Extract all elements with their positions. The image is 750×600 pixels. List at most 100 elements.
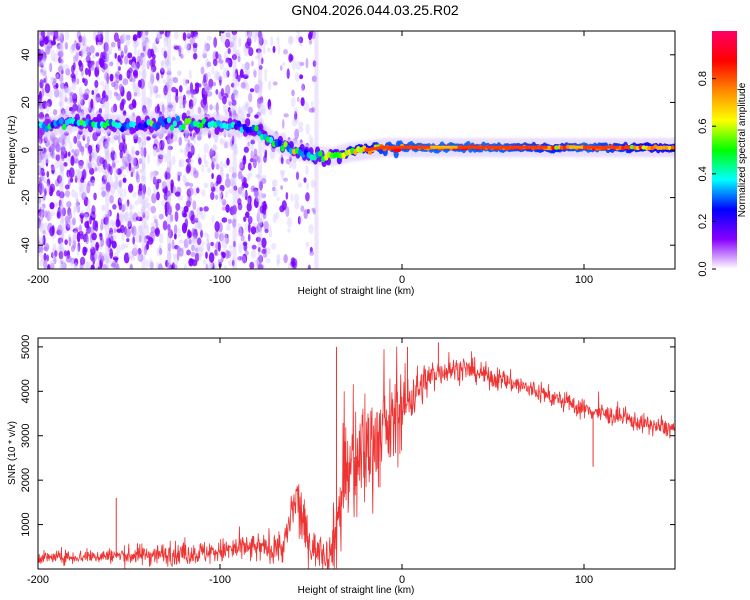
spectrogram-noise-cell <box>253 70 257 78</box>
spectrogram-noise-cell <box>73 206 76 215</box>
spectrogram-noise-cell <box>160 60 166 66</box>
spectrogram-noise-cell <box>189 38 195 46</box>
snr-x-axis-label: Height of straight line (km) <box>298 585 415 596</box>
spectrogram-noise-cell <box>38 32 41 43</box>
spectrogram-noise-cell <box>260 99 265 108</box>
spectrogram-noise-cell <box>44 210 48 219</box>
spectrogram-noise-cell <box>161 181 167 188</box>
spectrogram-noise-cell <box>91 232 97 241</box>
spectrogram-noise-cell <box>123 252 130 264</box>
spectrogram-noise-cell <box>67 220 71 229</box>
spectrogram-noise-cell <box>50 40 57 46</box>
spectrogram-peak-cell <box>476 145 480 149</box>
spectrogram-y-tick-label: -40 <box>20 237 32 253</box>
spectrogram-noise-cell <box>160 67 165 76</box>
spectrogram-noise-cell <box>172 108 176 117</box>
spectrogram-noise-cell <box>147 79 153 90</box>
spectrogram-peak-cell <box>454 145 458 149</box>
spectrogram-noise-cell <box>69 106 73 112</box>
spectrogram-noise-cell <box>143 221 148 230</box>
spectrogram-noise-cell <box>89 45 95 54</box>
spectrogram-noise-cell <box>305 192 310 202</box>
spectrogram-noise-cell <box>39 79 44 89</box>
spectrogram-noise-cell <box>95 93 101 103</box>
spectrogram-noise-cell <box>171 86 177 93</box>
spectrogram-noise-cell <box>190 144 195 154</box>
spectrogram-noise-cell <box>145 215 150 221</box>
spectrogram-noise-cell <box>137 255 142 262</box>
colorbar-label: Normalized spectral amplitude <box>737 82 748 217</box>
spectrogram-noise-cell <box>231 108 236 118</box>
spectrogram-noise-cell <box>193 170 199 179</box>
spectrogram-noise-cell <box>132 80 136 89</box>
spectrogram-noise-cell <box>312 209 316 215</box>
spectrogram-noise-cell <box>155 221 159 228</box>
spectrogram-noise-cell <box>305 241 310 248</box>
spectrogram-noise-cell <box>242 74 249 80</box>
spectrogram-noise-cell <box>263 253 268 258</box>
spectrogram-noise-cell <box>107 137 111 142</box>
spectrogram-noise-cell <box>165 172 171 180</box>
spectrogram-noise-cell <box>167 229 174 239</box>
spectrogram-noise-cell <box>224 141 228 149</box>
spectrogram-noise-cell <box>85 55 91 63</box>
spectrogram-noise-cell <box>167 145 173 151</box>
spectrogram-noise-cell <box>152 215 157 220</box>
spectrogram-noise-cell <box>164 153 168 164</box>
spectrogram-noise-cell <box>160 199 166 207</box>
spectrogram-noise-cell <box>250 139 256 145</box>
spectrogram-noise-cell <box>49 202 55 210</box>
spectrogram-noise-cell <box>191 228 195 237</box>
spectrogram-noise-cell <box>290 96 296 108</box>
spectrogram-noise-cell <box>223 50 229 61</box>
spectrogram-noise-cell <box>244 189 248 201</box>
spectrogram-noise-cell <box>83 92 89 101</box>
spectrogram-noise-cell <box>106 73 110 84</box>
spectrogram-noise-cell <box>163 85 168 96</box>
spectrogram-noise-cell <box>306 208 310 214</box>
spectrogram-noise-cell <box>152 146 158 157</box>
spectrogram-noise-cell <box>224 38 231 49</box>
spectrogram-noise-cell <box>77 171 83 178</box>
spectrogram-noise-cell <box>96 97 102 102</box>
spectrogram-noise-cell <box>189 106 195 114</box>
spectrogram-noise-cell <box>124 211 130 223</box>
spectrogram-noise-cell <box>217 74 224 81</box>
spectrogram-noise-cell <box>244 222 249 232</box>
spectrogram-noise-cell <box>247 233 251 242</box>
spectrogram-noise-cell <box>149 68 154 79</box>
spectrogram-noise-cell <box>223 232 228 242</box>
spectrogram-noise-cell <box>243 146 250 153</box>
spectrogram-noise-cell <box>108 157 113 162</box>
spectrogram-noise-cell <box>64 87 70 94</box>
spectrogram-noise-cell <box>58 56 62 64</box>
spectrogram-noise-cell <box>182 32 187 41</box>
spectrogram-noise-cell <box>277 44 281 55</box>
spectrogram-noise-cell <box>49 62 53 73</box>
spectrogram-peak-cell <box>479 145 483 149</box>
spectrogram-noise-cell <box>169 214 174 223</box>
spectrogram-noise-cell <box>167 102 173 113</box>
spectrogram-noise-cell <box>205 263 209 269</box>
spectrogram-noise-cell <box>233 240 236 248</box>
spectrogram-noise-cell <box>44 158 51 164</box>
spectrogram-noise-cell <box>95 143 100 153</box>
spectrogram-noise-cell <box>264 228 269 234</box>
spectrogram-noise-cell <box>137 79 142 88</box>
spectrogram-noise-cell <box>145 224 149 236</box>
spectrogram-noise-cell <box>188 187 194 197</box>
spectrogram-noise-cell <box>59 42 63 51</box>
spectrogram-noise-cell <box>133 91 137 97</box>
spectrogram-noise-cell <box>160 61 165 73</box>
spectrogram-noise-cell <box>204 42 211 52</box>
spectrogram-peak-cell <box>525 145 529 149</box>
spectrogram-noise-cell <box>252 153 259 163</box>
spectrogram-peak-cell <box>594 145 598 149</box>
spectrogram-noise-cell <box>38 183 45 194</box>
spectrogram-noise-cell <box>46 170 50 178</box>
spectrogram-peak-cell <box>547 145 551 149</box>
spectrogram-noise-cell <box>72 62 76 71</box>
spectrogram-peak-cell <box>602 145 606 149</box>
spectrogram-noise-cell <box>119 224 125 234</box>
spectrogram-peak-cell <box>473 145 477 149</box>
